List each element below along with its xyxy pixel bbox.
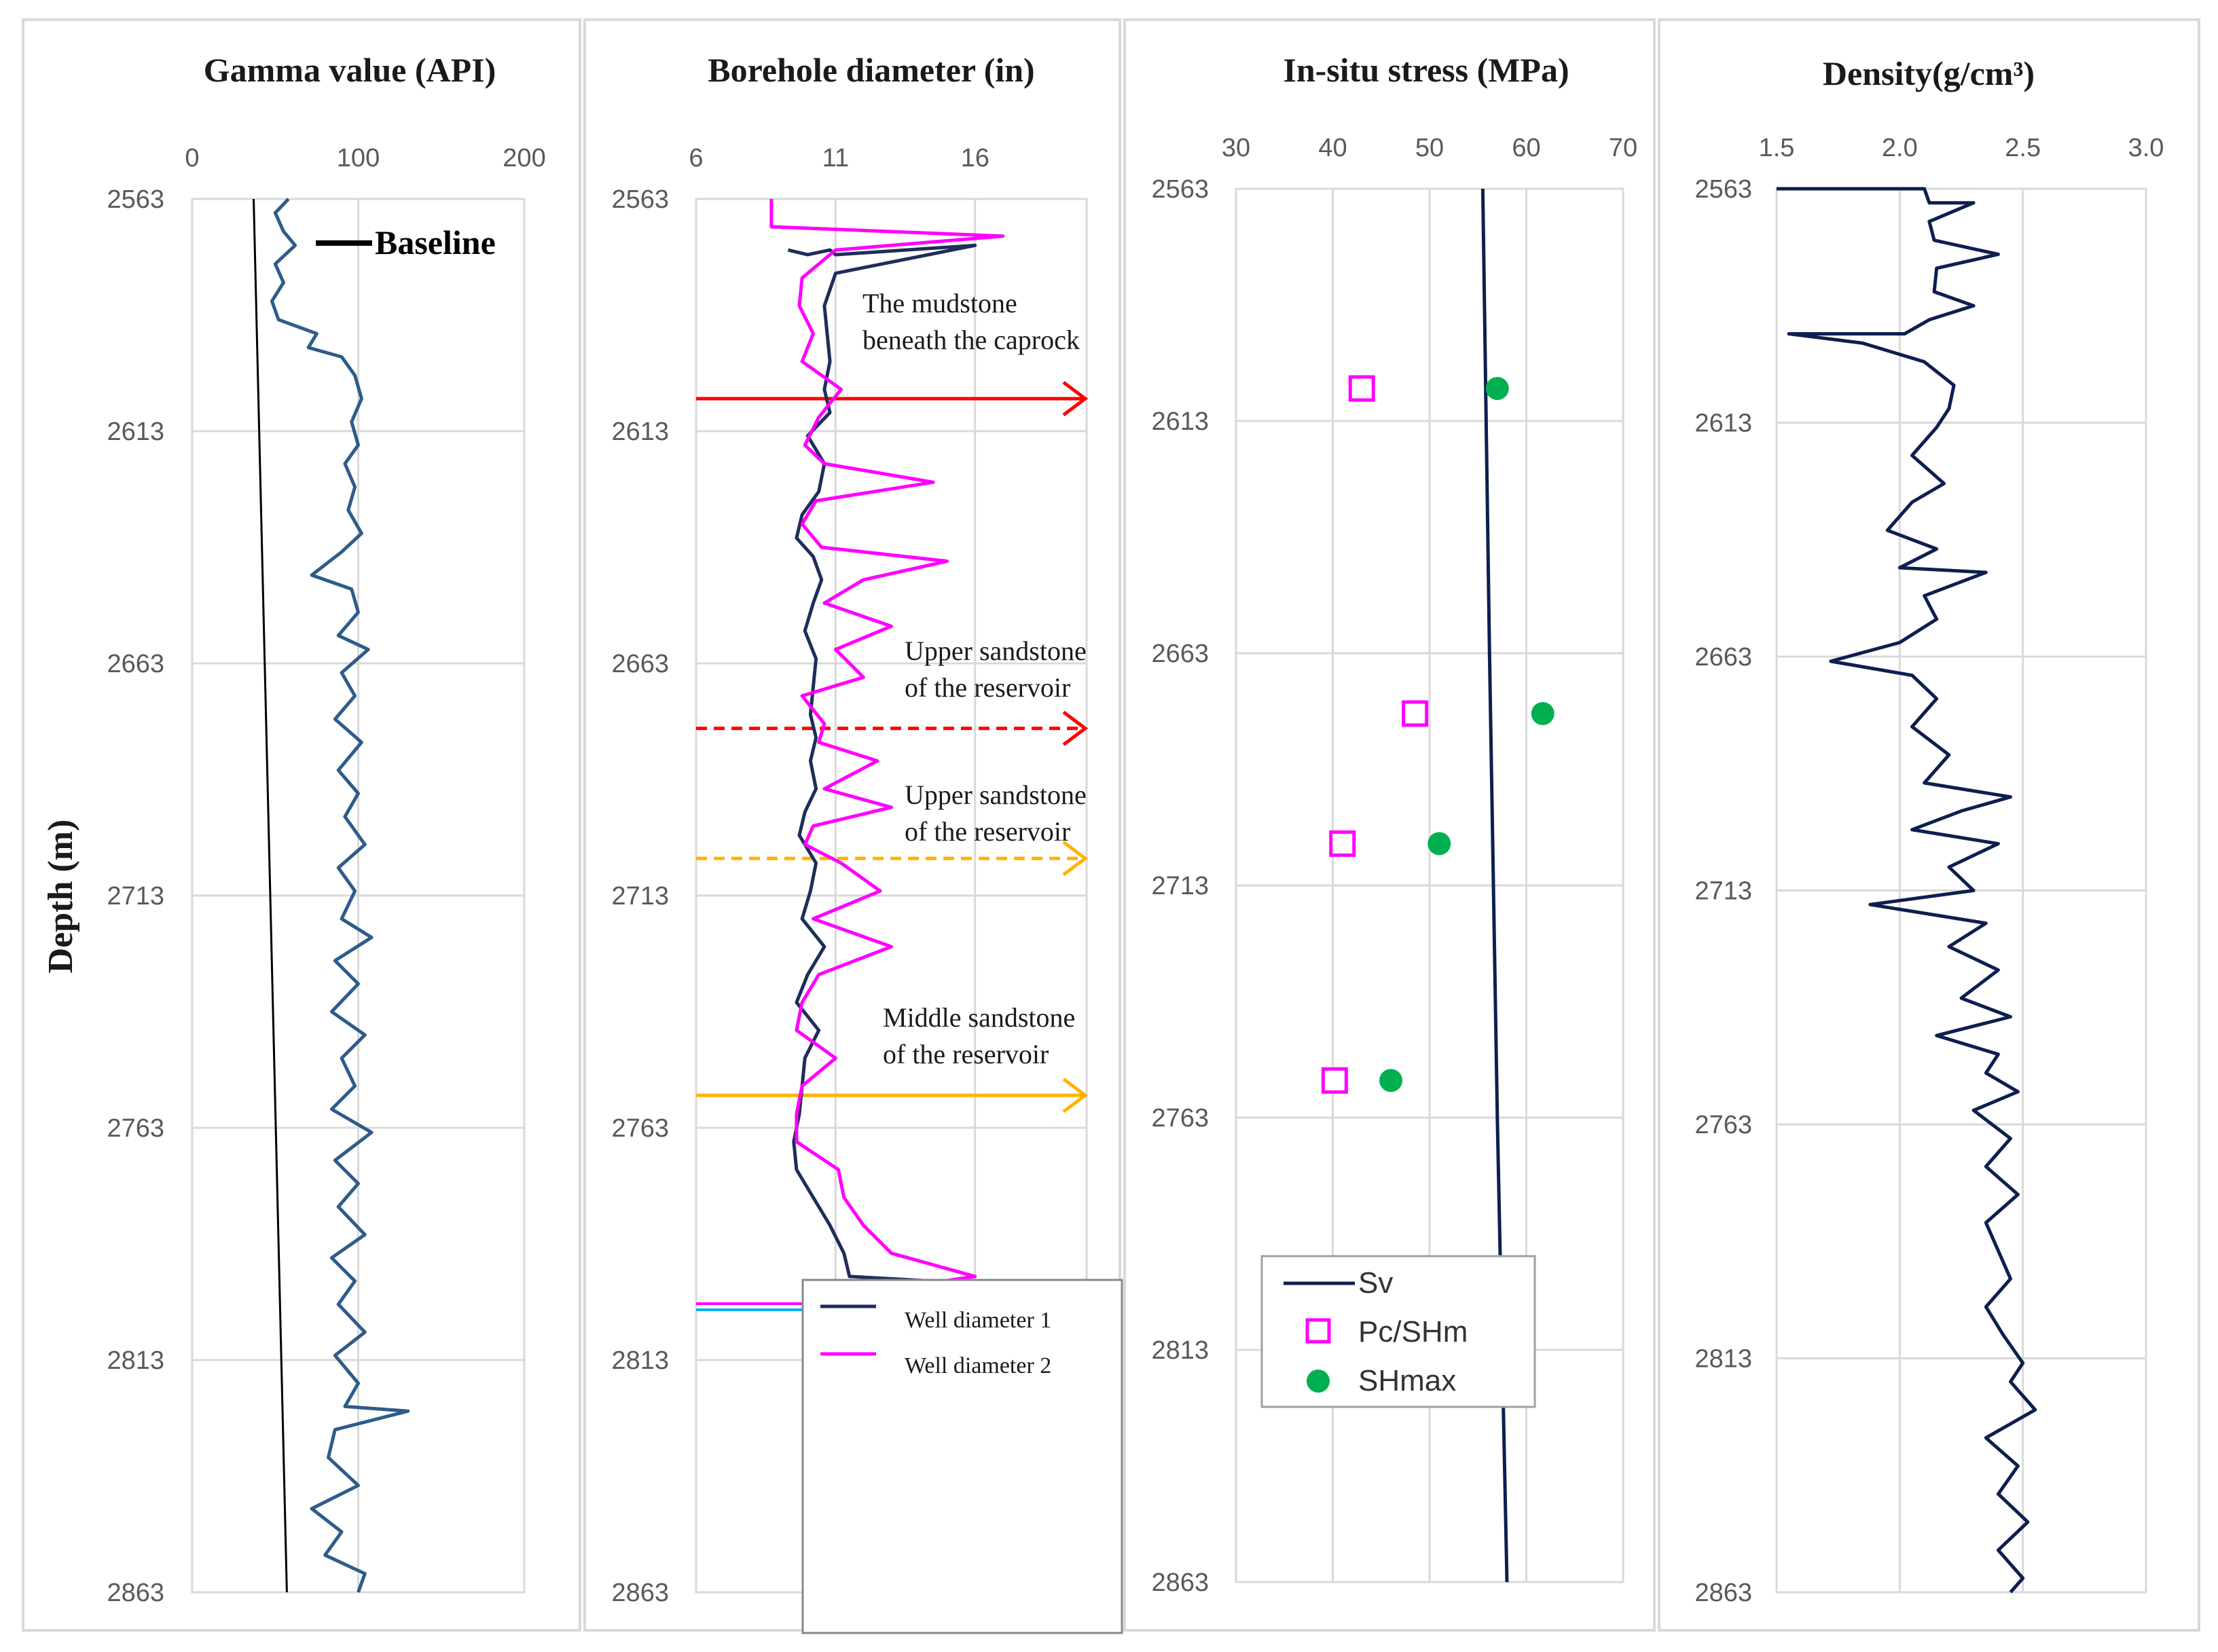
annotation-mudstone-2: beneath the caprock — [862, 325, 1080, 355]
data-point-circle — [1379, 1069, 1402, 1093]
stress-panel: In-situ stress (MPa) 30 40 50 60 70 2563 2613 2… — [1151, 51, 1637, 1597]
data-point-square — [1329, 830, 1356, 857]
y-tick-label: 2863 — [611, 1579, 669, 1607]
y-tick-label: 2613 — [107, 418, 164, 446]
y-tick-label: 2863 — [107, 1579, 164, 1607]
legend-label-well-1: Well diameter 1 — [905, 1308, 1051, 1333]
y-tick-label: 2763 — [1694, 1111, 1752, 1139]
depth-marker-arrowhead — [1062, 841, 1089, 877]
y-tick-label: 2663 — [1151, 640, 1209, 668]
y-tick-label: 2713 — [1151, 872, 1209, 900]
data-point-square — [1348, 375, 1375, 402]
y-tick-label: 2713 — [1694, 877, 1752, 906]
data-point-square — [1321, 1067, 1348, 1094]
y-tick-label: 2563 — [611, 185, 669, 214]
legend-swatch-pc — [1305, 1318, 1331, 1344]
annotation-middle-sandstone-1: Middle sandstone — [883, 1002, 1075, 1033]
annotation-upper-sandstone-1a: Upper sandstone — [905, 636, 1087, 666]
legend-swatch-shmax — [1307, 1370, 1330, 1393]
x-tick-label: 2.0 — [1882, 134, 1918, 162]
y-tick-label: 2813 — [611, 1346, 669, 1375]
x-tick-label: 0 — [185, 144, 199, 172]
x-tick-label: 2.5 — [2005, 134, 2041, 162]
gamma-panel: Gamma value (API) 0 100 200 2563 2613 2663 271… — [107, 51, 545, 1607]
density-title: Density(g/cm³) — [1823, 54, 2035, 92]
series-line — [253, 198, 288, 1593]
x-tick-label: 11 — [822, 144, 849, 172]
x-tick-label: 1.5 — [1759, 134, 1795, 162]
series-line — [787, 243, 977, 1315]
x-tick-label: 3.0 — [2128, 134, 2164, 162]
x-tick-label: 70 — [1609, 134, 1637, 162]
borehole-panel: Borehole diameter (in) 6 11 16 2563 2613 2663… — [611, 51, 1123, 1634]
stress-title: In-situ stress (MPa) — [1283, 51, 1569, 89]
depth-marker-arrowhead — [1062, 710, 1089, 746]
density-plot: 1.5 2.0 2.5 3.0 2563 2613 2663 2713 2763 2813 2863 — [1694, 134, 2164, 1607]
y-tick-label: 2863 — [1151, 1568, 1209, 1597]
x-tick-label: 100 — [337, 144, 380, 172]
data-point-circle — [1485, 377, 1509, 401]
y-tick-label: 2763 — [611, 1114, 669, 1143]
y-tick-label: 2763 — [107, 1114, 164, 1143]
y-tick-label: 2663 — [107, 650, 164, 678]
y-tick-label: 2763 — [1151, 1104, 1209, 1133]
y-tick-label: 2713 — [611, 882, 669, 911]
x-tick-label: 60 — [1512, 134, 1540, 162]
x-tick-label: 50 — [1415, 134, 1444, 162]
y-axis-label-group: Depth (m) — [24, 774, 86, 1018]
y-axis-label: Depth (m) — [41, 820, 80, 974]
annotation-middle-sandstone-2: of the reservoir — [883, 1039, 1049, 1069]
data-point-circle — [1428, 832, 1451, 856]
gamma-plot: 0 100 200 2563 2613 2663 2713 2763 2813 2863 — [107, 144, 545, 1607]
legend-label-pc: Pc/SHm — [1358, 1315, 1468, 1348]
legend-box — [801, 1279, 1123, 1634]
stress-legend: Sv Pc/SHm SHmax — [1260, 1255, 1536, 1408]
y-tick-label: 2613 — [611, 418, 669, 446]
x-tick-label: 30 — [1222, 134, 1250, 162]
legend-label-shmax: SHmax — [1358, 1364, 1456, 1397]
y-tick-label: 2813 — [1151, 1336, 1209, 1365]
x-tick-label: 16 — [961, 144, 989, 172]
y-tick-label: 2713 — [107, 882, 164, 911]
series-line — [270, 198, 410, 1593]
y-tick-label: 2613 — [1151, 407, 1209, 436]
density-panel: Density(g/cm³) 1.5 2.0 2.5 3.0 2563 2613 2663 2… — [1694, 54, 2164, 1607]
series-line — [1777, 187, 2037, 1594]
y-axis-label-bg — [24, 774, 86, 1018]
depth-marker-arrowhead — [1062, 381, 1089, 417]
legend-label-well-2: Well diameter 2 — [905, 1353, 1051, 1378]
borehole-legend: Well diameter 1 Well diameter 2 — [801, 1279, 1123, 1634]
y-tick-label: 2663 — [611, 650, 669, 678]
series-line — [769, 199, 1005, 1315]
data-point-square — [1402, 700, 1429, 727]
annotation-upper-sandstone-1b: of the reservoir — [905, 672, 1070, 703]
annotation-upper-sandstone-2a: Upper sandstone — [905, 779, 1087, 810]
y-tick-label: 2663 — [1694, 643, 1752, 672]
x-tick-label: 200 — [503, 144, 545, 172]
annotation-mudstone-1: The mudstone — [862, 288, 1017, 318]
y-tick-label: 2563 — [1694, 175, 1752, 204]
y-tick-label: 2613 — [1694, 409, 1752, 438]
y-tick-label: 2563 — [1151, 175, 1209, 204]
data-point-circle — [1531, 701, 1555, 725]
x-tick-label: 40 — [1318, 134, 1347, 162]
depth-marker-arrowhead — [1062, 1078, 1089, 1114]
x-tick-label: 6 — [689, 144, 703, 172]
y-tick-label: 2563 — [107, 185, 164, 214]
legend-label-sv: Sv — [1358, 1266, 1393, 1300]
gamma-title: Gamma value (API) — [204, 51, 496, 89]
borehole-title: Borehole diameter (in) — [708, 51, 1034, 89]
annotation-upper-sandstone-2b: of the reservoir — [905, 816, 1070, 847]
y-tick-label: 2863 — [1694, 1579, 1752, 1607]
y-tick-label: 2813 — [107, 1346, 164, 1375]
y-tick-label: 2813 — [1694, 1345, 1752, 1374]
baseline-label: Baseline — [375, 223, 496, 261]
